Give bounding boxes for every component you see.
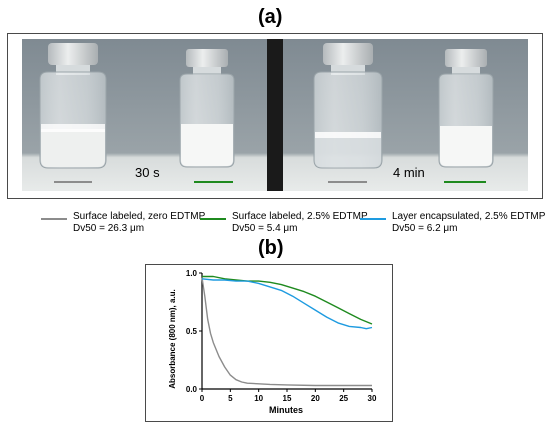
absorbance-chart: 0 5 10 15 20 25 30 0.0 0.5 1.0 Minutes Absorbance…	[168, 269, 377, 415]
legend-label-2: Layer encapsulated, 2.5% EDTMP	[392, 211, 546, 222]
legend-dv50-1: Dv50 = 5.4 μm	[232, 223, 298, 234]
y-tick-label: 1.0	[186, 269, 198, 278]
x-tick-label: 0	[200, 394, 205, 403]
legend-entry-1: Surface labeled, 2.5% EDTMP Dv50 = 5.4 μ…	[232, 211, 368, 235]
legend-line-1	[200, 218, 226, 220]
legend-dv50-0: Dv50 = 26.3 μm	[73, 223, 145, 234]
time-label-left: 30 s	[135, 165, 160, 180]
chart-axes: 0 5 10 15 20 25 30 0.0 0.5 1.0	[186, 269, 377, 403]
chart-frame: 0 5 10 15 20 25 30 0.0 0.5 1.0 Minutes Absorbance…	[145, 264, 393, 422]
legend-dv50-2: Dv50 = 6.2 μm	[392, 223, 458, 234]
vial-big-left	[39, 43, 107, 169]
series-line-1	[202, 275, 373, 325]
series-line-2	[201, 278, 373, 330]
vial-big-right	[313, 43, 383, 169]
legend-entry-2: Layer encapsulated, 2.5% EDTMP Dv50 = 6.…	[392, 211, 545, 235]
legend-label-1: Surface labeled, 2.5% EDTMP	[232, 211, 368, 222]
y-axis-label: Absorbance (800 nm), a.u.	[168, 289, 177, 389]
x-tick-label: 10	[254, 394, 263, 403]
legend-line-0	[41, 218, 67, 220]
x-tick-label: 20	[311, 394, 320, 403]
chart-series	[201, 275, 373, 387]
x-tick-label: 5	[228, 394, 233, 403]
vial-photo: 30 s 4 min	[22, 39, 528, 191]
legend-line-2	[360, 218, 386, 220]
panel-a-label: (a)	[258, 6, 283, 28]
x-tick-label: 30	[368, 394, 377, 403]
series-line-0	[201, 277, 372, 387]
vial-photo-panel: 30 s 4 min	[7, 33, 543, 199]
legend-entry-0: Surface labeled, zero EDTMP Dv50 = 26.3 …	[73, 211, 205, 235]
time-label-right: 4 min	[393, 165, 425, 180]
panel-b-label: (b)	[258, 237, 284, 259]
x-axis-label: Minutes	[269, 405, 303, 415]
x-tick-label: 25	[339, 394, 348, 403]
vial-small-left	[179, 49, 235, 168]
legend-label-0: Surface labeled, zero EDTMP	[73, 211, 206, 222]
y-tick-label: 0.0	[186, 385, 198, 394]
x-tick-label: 15	[283, 394, 292, 403]
y-tick-label: 0.5	[186, 327, 198, 336]
vial-small-right	[438, 49, 494, 168]
